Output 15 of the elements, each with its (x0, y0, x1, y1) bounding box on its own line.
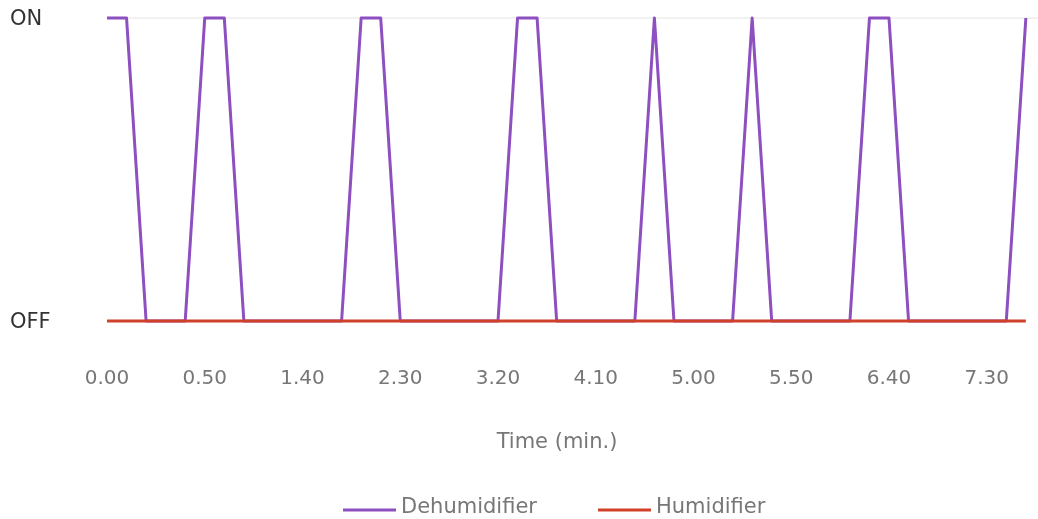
x-tick-label: 0.00 (84, 365, 130, 389)
text: OFF (10, 309, 51, 334)
x-tick-label: 0.50 (182, 365, 228, 389)
x-tick-label: 3.20 (475, 365, 521, 389)
x-tick-label: 2.30 (377, 365, 423, 389)
x-tick-label: 5.00 (671, 365, 716, 389)
x-tick-label: 4.10 (573, 365, 619, 389)
legend-label: Humidifier (656, 494, 766, 519)
x-tick-label: 6.40 (866, 365, 912, 389)
x-axis-title: Time (min.) (495, 429, 618, 453)
legend-label: Dehumidifier (401, 494, 538, 519)
text: ON (10, 6, 43, 31)
x-tick-label: 7.30 (964, 365, 1010, 389)
x-tick-label: 5.50 (768, 365, 814, 389)
x-tick-label: 1.40 (280, 365, 325, 389)
